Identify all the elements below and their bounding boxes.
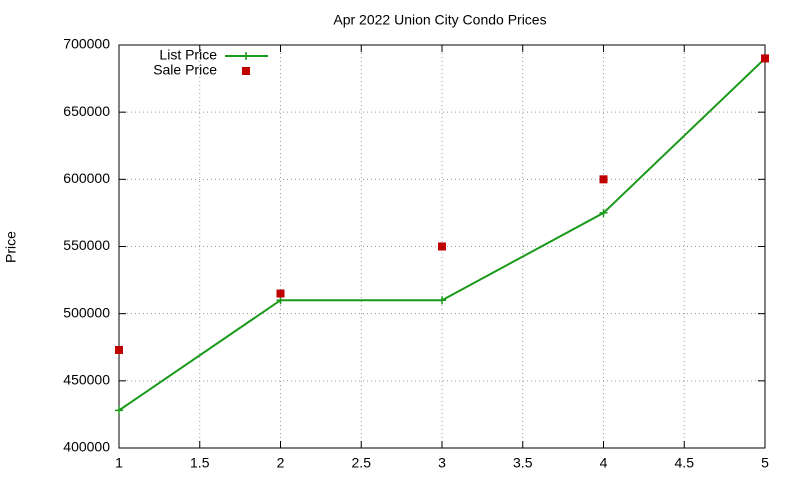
y-tick-label: 700000 [63,36,110,52]
y-tick-label: 400000 [63,439,110,455]
x-tick-label: 3.5 [513,455,533,471]
legend-marker [242,52,250,60]
x-tick-label: 2 [277,455,285,471]
point [438,296,446,305]
x-tick-label: 2.5 [352,455,372,471]
legend-label: Sale Price [153,62,217,78]
y-tick-label: 650000 [63,103,110,119]
point [115,406,123,415]
point [599,208,608,217]
point [438,242,446,251]
x-tick-label: 1.5 [190,455,210,471]
y-axis-label: Price [3,231,19,263]
point [599,175,608,184]
x-tick-label: 5 [761,455,769,471]
y-tick-label: 550000 [63,237,110,253]
x-tick-label: 4 [600,455,608,471]
plot-frame [118,44,766,449]
y-tick-label: 450000 [63,372,110,388]
legend-label: List Price [159,47,217,63]
point [115,345,123,354]
y-tick-label: 600000 [63,170,110,186]
x-tick-label: 4.5 [675,455,695,471]
point [761,54,769,63]
x-tick-label: 3 [438,455,446,471]
legend-marker [242,67,250,75]
point [276,296,285,305]
x-tick-label: 1 [115,455,123,471]
chart-title: Apr 2022 Union City Condo Prices [333,12,546,28]
y-tick-label: 500000 [63,304,110,320]
point [276,289,285,298]
